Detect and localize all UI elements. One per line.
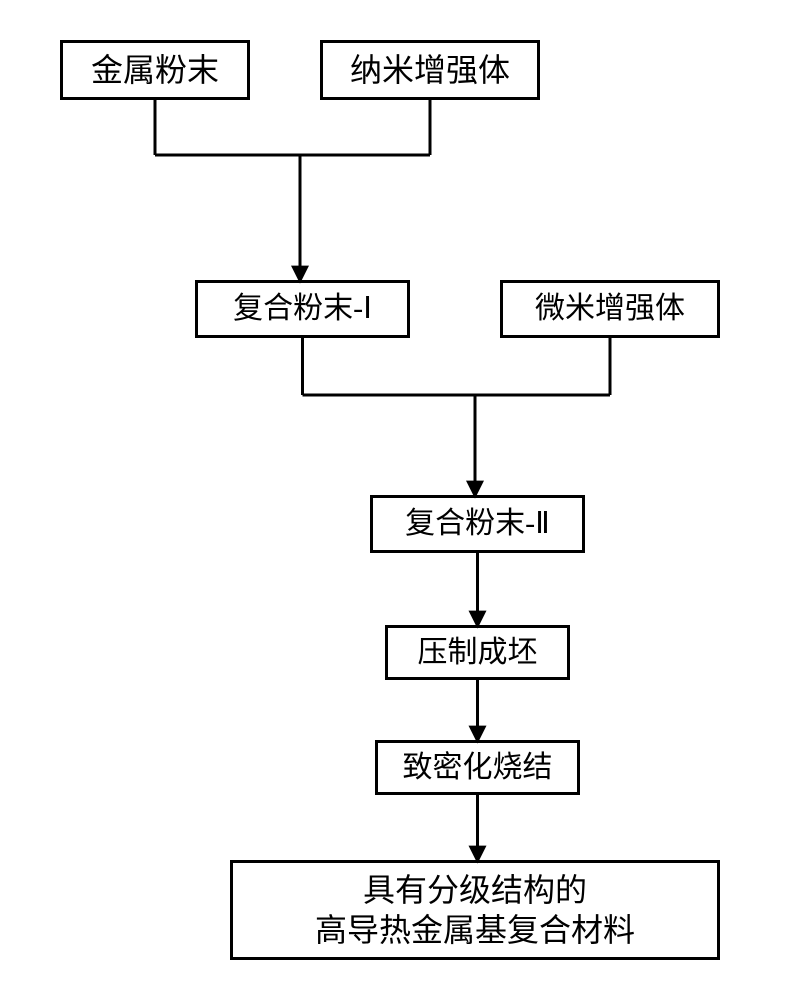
flow-node-label: 具有分级结构的 高导热金属基复合材料 [315,870,635,950]
flow-node-n6: 压制成坯 [385,625,570,680]
flow-node-label: 复合粉末-Ⅰ [233,290,372,328]
flow-node-n1: 金属粉末 [60,40,250,100]
flow-node-n7: 致密化烧结 [375,740,580,795]
flow-node-n2: 纳米增强体 [320,40,540,100]
flow-node-label: 微米增强体 [535,290,685,328]
flow-node-label: 金属粉末 [91,50,219,90]
flow-node-n8: 具有分级结构的 高导热金属基复合材料 [230,860,720,960]
flow-node-label: 压制成坯 [418,634,538,672]
flow-node-label: 致密化烧结 [403,749,553,787]
flow-node-label: 复合粉末-Ⅱ [405,505,550,543]
flow-node-n3: 复合粉末-Ⅰ [195,280,410,338]
flow-node-n4: 微米增强体 [500,280,720,338]
flow-node-n5: 复合粉末-Ⅱ [370,495,585,553]
flow-node-label: 纳米增强体 [350,50,510,90]
